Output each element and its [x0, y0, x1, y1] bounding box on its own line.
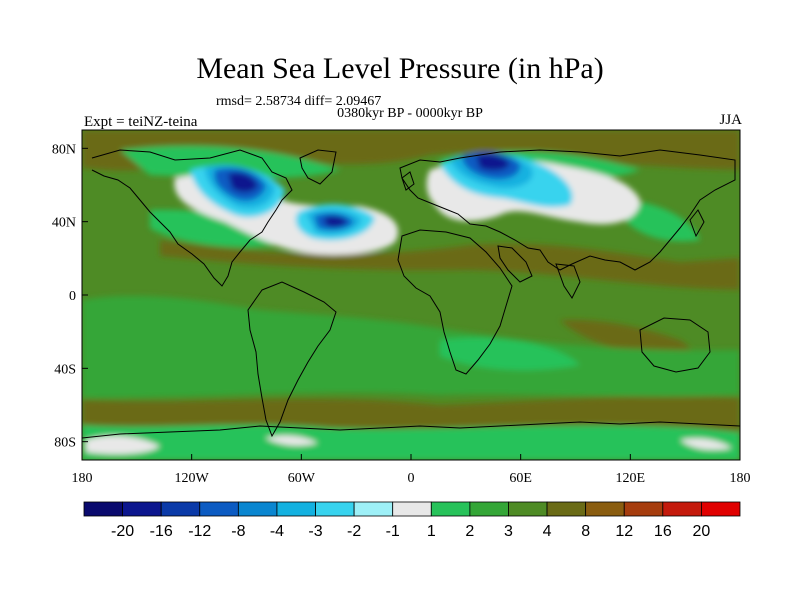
colorbar-label: 2 — [465, 523, 474, 540]
colorbar-label: -8 — [231, 523, 245, 540]
colorbar-label: 4 — [543, 523, 552, 540]
x-tick-label: 60W — [288, 471, 316, 486]
x-tick-label: 120E — [616, 471, 646, 486]
pressure-field — [82, 130, 740, 460]
coast-north-america — [91, 149, 293, 287]
colorbar-swatch — [122, 501, 162, 517]
y-tick-label: 80N — [52, 142, 76, 157]
coast-africa — [397, 229, 513, 375]
coast-arabia — [497, 245, 533, 283]
colorbar-swatch — [546, 501, 587, 517]
x-tick-label: 0 — [408, 471, 415, 486]
colorbar-label: 8 — [581, 523, 590, 540]
y-tick-label: 40S — [54, 362, 76, 377]
colorbar-label: -1 — [386, 523, 400, 540]
coast-greenland — [299, 149, 337, 185]
rmsd-diff-label: rmsd= 2.58734 diff= 2.09467 — [216, 94, 382, 109]
colorbar-swatch — [508, 501, 548, 517]
coast-antarctica — [82, 421, 740, 439]
colorbar-swatch — [623, 501, 664, 517]
colorbar-swatch — [353, 501, 394, 517]
y-axis: 80N 40N 0 40S 80S — [52, 142, 88, 451]
colorbar-swatch — [430, 501, 471, 517]
season-label: JJA — [719, 112, 742, 128]
colorbar-label: -12 — [188, 523, 211, 540]
colorbar-label: -3 — [308, 523, 322, 540]
colorbar-labels: -20 -16 -12 -8 -4 -3 -2 -1 1 2 3 4 8 12 16 20 — [111, 523, 710, 540]
colorbar-label: -20 — [111, 523, 134, 540]
colorbar-swatch — [276, 501, 316, 517]
colorbar-label: -4 — [270, 523, 284, 540]
coast-europe-asia — [399, 149, 736, 271]
colorbar-swatch — [237, 501, 278, 517]
coast-india — [555, 263, 581, 299]
colorbar-swatch — [160, 501, 201, 517]
coast-south-america — [247, 281, 337, 438]
colorbar-label: 16 — [654, 523, 672, 540]
coastlines — [82, 149, 740, 439]
coast-japan — [689, 209, 705, 238]
colorbar-label: -2 — [347, 523, 361, 540]
x-tick-label: 180 — [72, 471, 93, 486]
x-tick-label: 180 — [730, 471, 751, 486]
y-tick-label: 40N — [52, 216, 76, 231]
experiment-label: Expt = teiNZ-teina — [84, 114, 198, 130]
colorbar-swatch — [199, 501, 239, 517]
colorbar-label: 12 — [615, 523, 633, 540]
colorbar-label: 1 — [427, 523, 436, 540]
colorbar-swatch — [392, 501, 432, 517]
x-tick-label: 120W — [175, 471, 210, 486]
colorbar-swatch — [585, 501, 625, 517]
y-tick-label: 80S — [54, 436, 76, 451]
y-tick-label: 0 — [69, 289, 76, 304]
colorbar-label: 20 — [693, 523, 711, 540]
colorbar-swatch — [662, 501, 702, 517]
colorbar-swatch — [83, 501, 123, 517]
x-axis: 180 120W 60W 0 60E 120E 180 — [72, 454, 751, 486]
colorbar-label: -16 — [150, 523, 173, 540]
coast-uk — [401, 171, 415, 191]
map-title: Mean Sea Level Pressure (in hPa) — [196, 52, 604, 85]
colorbar-swatch — [315, 501, 355, 517]
x-tick-label: 60E — [509, 471, 532, 486]
period-label: 0380kyr BP - 0000kyr BP — [337, 106, 483, 121]
colorbar-swatch — [701, 501, 741, 517]
colorbar-swatch — [469, 501, 509, 517]
coast-australia — [639, 317, 711, 373]
colorbar-label: 3 — [504, 523, 513, 540]
colorbar — [83, 501, 741, 517]
